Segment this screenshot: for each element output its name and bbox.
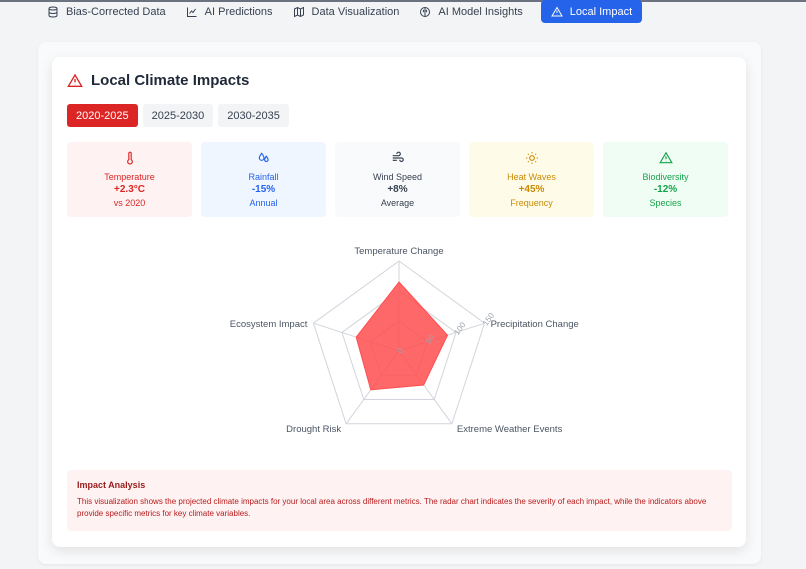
radar-tick-label: 100 bbox=[452, 320, 467, 337]
alert-triangle-icon bbox=[550, 6, 563, 16]
alert-triangle-icon bbox=[67, 73, 83, 87]
period-button-2025-2030[interactable]: 2025-2030 bbox=[142, 104, 214, 127]
tab-label: Data Visualization bbox=[311, 5, 400, 18]
metric-value: +2.3°C bbox=[114, 184, 145, 195]
tab-bias-corrected-data[interactable]: Bias-Corrected Data bbox=[37, 0, 176, 23]
metric-label: Biodiversity bbox=[642, 172, 689, 182]
radar-axis-label: Temperature Change bbox=[354, 246, 443, 257]
radar-tick-label: 0 bbox=[395, 346, 405, 355]
metric-card-heat-waves: Heat Waves +45% Frequency bbox=[469, 142, 594, 217]
metric-value: +8% bbox=[387, 184, 408, 195]
tab-ai-predictions[interactable]: AI Predictions bbox=[176, 0, 283, 23]
metric-card-temperature: Temperature +2.3°C vs 2020 bbox=[67, 142, 192, 217]
page-title: Local Climate Impacts bbox=[91, 72, 250, 89]
metric-cards: Temperature +2.3°C vs 2020 Rainfall -15%… bbox=[67, 142, 728, 217]
metric-subtext: Average bbox=[380, 198, 415, 208]
radar-axis-label: Precipitation Change bbox=[491, 319, 579, 330]
sun-icon bbox=[525, 152, 538, 164]
period-button-2030-2035[interactable]: 2030-2035 bbox=[218, 104, 289, 127]
tab-data-visualization[interactable]: Data Visualization bbox=[283, 0, 410, 23]
tab-label: AI Model Insights bbox=[438, 5, 523, 18]
brain-icon bbox=[420, 6, 431, 17]
tab-label: Local Impact bbox=[569, 5, 633, 18]
metric-value: -15% bbox=[251, 184, 276, 195]
line-chart-icon bbox=[186, 7, 197, 17]
radar-axis-label: Drought Risk bbox=[286, 424, 341, 435]
metric-label: Wind Speed bbox=[372, 172, 423, 182]
radar-grid-ring bbox=[312, 260, 486, 425]
metric-card-rainfall: Rainfall -15% Annual bbox=[201, 142, 326, 217]
metric-card-biodiversity: Biodiversity -12% Species bbox=[603, 142, 728, 217]
metric-subtext: Annual bbox=[249, 198, 278, 208]
radar-series-area bbox=[355, 281, 449, 391]
alert-triangle-icon bbox=[658, 151, 673, 164]
analysis-title: Impact Analysis bbox=[77, 480, 146, 490]
metric-value: +45% bbox=[518, 184, 545, 195]
tab-local-impact[interactable]: Local Impact bbox=[540, 0, 643, 23]
map-icon bbox=[293, 6, 304, 17]
metric-card-wind-speed: Wind Speed +8% Average bbox=[335, 142, 460, 217]
radar-axis-label: Ecosystem Impact bbox=[230, 319, 308, 330]
wind-icon bbox=[392, 151, 404, 163]
period-selector: 2020-2025 2025-2030 2030-2035 bbox=[67, 104, 289, 127]
window-top-border bbox=[0, 0, 806, 2]
metric-subtext: vs 2020 bbox=[113, 198, 146, 208]
metric-label: Temperature bbox=[104, 172, 155, 182]
tab-label: AI Predictions bbox=[204, 5, 273, 18]
tab-ai-model-insights[interactable]: AI Model Insights bbox=[409, 0, 532, 23]
local-impact-card: Local Climate Impacts 2020-2025 2025-203… bbox=[52, 57, 746, 547]
analysis-text: This visualization shows the projected c… bbox=[77, 497, 707, 518]
database-icon bbox=[48, 6, 58, 18]
period-button-2020-2025[interactable]: 2020-2025 bbox=[67, 104, 138, 127]
metric-label: Heat Waves bbox=[507, 172, 556, 182]
radar-grid-ring bbox=[341, 290, 457, 401]
radar-axis-label: Extreme Weather Events bbox=[457, 424, 563, 435]
metric-label: Rainfall bbox=[248, 172, 279, 182]
thermometer-icon bbox=[126, 151, 133, 165]
impact-analysis: Impact Analysis This visualization shows… bbox=[67, 470, 732, 531]
tab-label: Bias-Corrected Data bbox=[66, 5, 166, 18]
droplets-icon bbox=[258, 152, 269, 162]
section-header: Local Climate Impacts bbox=[67, 72, 249, 89]
nav-tabs: Bias-Corrected Data AI Predictions Data … bbox=[37, 0, 643, 24]
metric-value: -12% bbox=[653, 184, 678, 195]
metric-subtext: Frequency bbox=[510, 198, 553, 208]
metric-subtext: Species bbox=[649, 198, 682, 208]
